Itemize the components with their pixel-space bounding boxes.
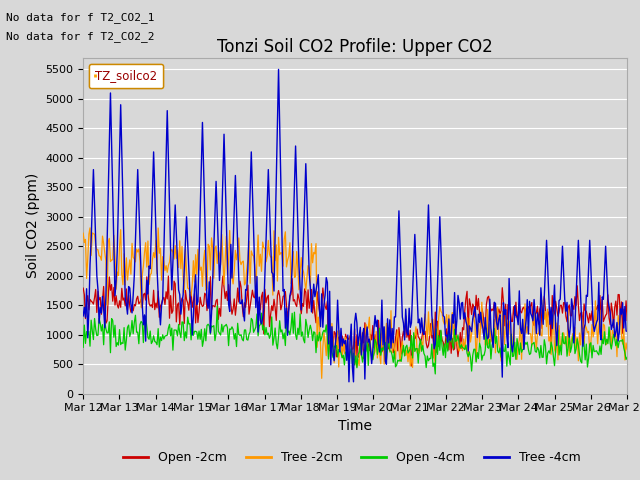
Legend: TZ_soilco2: TZ_soilco2 bbox=[89, 63, 163, 88]
X-axis label: Time: Time bbox=[338, 419, 372, 433]
Legend: Open -2cm, Tree -2cm, Open -4cm, Tree -4cm: Open -2cm, Tree -2cm, Open -4cm, Tree -4… bbox=[118, 446, 586, 469]
Title: Tonzi Soil CO2 Profile: Upper CO2: Tonzi Soil CO2 Profile: Upper CO2 bbox=[218, 38, 493, 56]
Text: No data for f T2_CO2_2: No data for f T2_CO2_2 bbox=[6, 31, 155, 42]
Y-axis label: Soil CO2 (ppm): Soil CO2 (ppm) bbox=[26, 173, 40, 278]
Text: No data for f T2_CO2_1: No data for f T2_CO2_1 bbox=[6, 12, 155, 23]
